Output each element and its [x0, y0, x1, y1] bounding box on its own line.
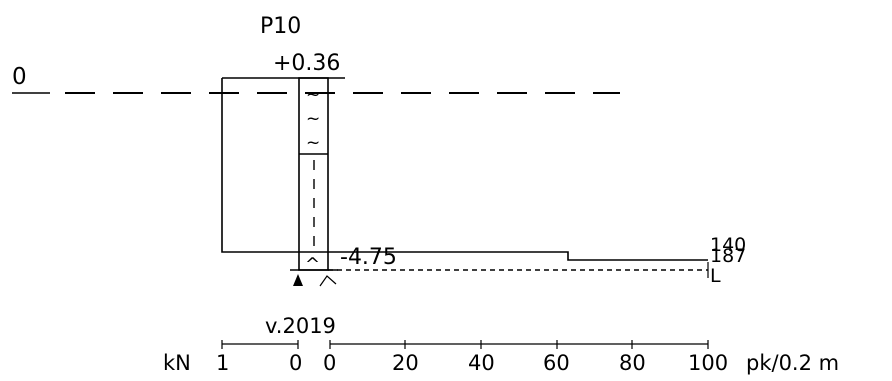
penetration-scale-tick-label: 60 [543, 351, 570, 375]
force-scale-tick-label: 1 [216, 351, 229, 375]
penetration-scale-tick-label: 80 [619, 351, 646, 375]
soil-symbol: ~ [306, 109, 320, 129]
penetration-scale-tick-label: 100 [688, 351, 728, 375]
bottom-soil-symbol: ^ [305, 254, 320, 275]
force-scale-unit: kN [163, 351, 191, 375]
bottom-level-value: -4.75 [340, 245, 397, 270]
penetration-scale-unit: pk/0.2 m [746, 351, 839, 375]
stop-triangle-icon [293, 274, 303, 286]
penetration-scale-tick-label: 0 [323, 351, 336, 375]
resistance-value-a: 140 [710, 234, 746, 256]
year-label: v.2019 [265, 314, 336, 338]
stop-caret-icon [319, 275, 337, 287]
soil-symbol: ~ [306, 85, 320, 105]
penetration-scale-tick-label: 20 [392, 351, 419, 375]
resistance-value-b: 187 [710, 245, 746, 267]
force-diagram-outline [221, 78, 708, 261]
end-marker-label: L [710, 265, 721, 287]
sounding-id: P10 [260, 14, 301, 39]
top-level-value: +0.36 [273, 51, 340, 76]
force-scale-tick-label: 0 [289, 351, 302, 375]
penetration-scale-tick-label: 40 [468, 351, 495, 375]
reference-level-label: 0 [12, 64, 27, 90]
soil-symbol: ~ [306, 133, 320, 153]
